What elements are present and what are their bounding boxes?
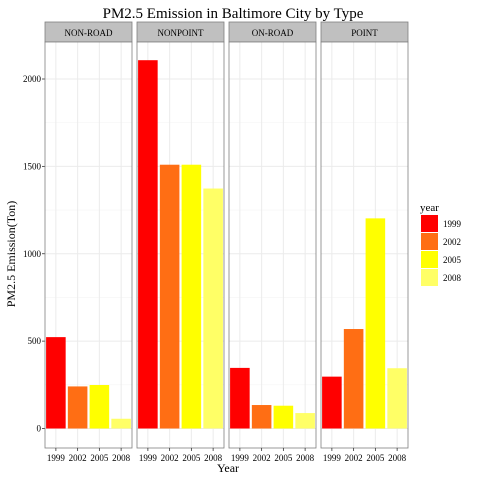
facet-strip-label: NONPOINT xyxy=(158,28,205,38)
legend-label: 2005 xyxy=(443,255,462,265)
legend-label: 1999 xyxy=(443,219,462,229)
x-tick-label: 2008 xyxy=(388,453,407,463)
x-tick-label: 1999 xyxy=(47,453,66,463)
legend-label: 2008 xyxy=(443,273,462,283)
x-axis-label: Year xyxy=(217,461,239,475)
x-tick-label: 2002 xyxy=(253,453,271,463)
facet-panel-on-road: ON-ROAD 1999 2002 2005 2008 xyxy=(228,21,317,463)
legend-key-2005 xyxy=(421,251,438,268)
y-tick-label: 1000 xyxy=(23,249,42,259)
panel-border xyxy=(228,41,317,449)
x-tick-label: 2005 xyxy=(182,453,201,463)
bar-non-road-1999 xyxy=(46,337,66,429)
x-tick-label: 2002 xyxy=(69,453,87,463)
facet-strip-label: ON-ROAD xyxy=(252,28,294,38)
x-tick-label: 1999 xyxy=(139,453,158,463)
facet-panel-nonpoint: NONPOINT 1999 2002 2005 2008 xyxy=(136,21,225,463)
bar-nonpoint-1999 xyxy=(138,60,158,429)
y-tick-label: 0 xyxy=(37,424,42,434)
panel-border xyxy=(320,41,409,449)
bar-point-2002 xyxy=(343,329,364,429)
bar-nonpoint-2008 xyxy=(203,188,223,429)
y-tick-label: 500 xyxy=(28,336,42,346)
legend: year 1999 2002 2005 2008 xyxy=(420,202,462,286)
facet-panel-point: POINT 1999 2002 2005 2008 xyxy=(320,21,409,463)
bar-point-1999 xyxy=(322,376,342,429)
bar-non-road-2005 xyxy=(89,385,110,429)
legend-key-2002 xyxy=(421,233,438,250)
x-tick-label: 2005 xyxy=(274,453,293,463)
bar-point-2005 xyxy=(365,218,386,429)
x-tick-label: 2008 xyxy=(296,453,315,463)
bar-nonpoint-2002 xyxy=(159,164,180,429)
x-tick-label: 2008 xyxy=(112,453,131,463)
x-tick-label: 1999 xyxy=(231,453,250,463)
x-tick-label: 2005 xyxy=(90,453,109,463)
x-tick-label: 2002 xyxy=(345,453,363,463)
legend-label: 2002 xyxy=(443,237,461,247)
y-tick-label: 1500 xyxy=(23,161,42,171)
bar-nonpoint-2005 xyxy=(181,164,202,429)
facet-strip-label: NON-ROAD xyxy=(65,28,113,38)
panel-border xyxy=(44,41,133,449)
y-tick-label: 2000 xyxy=(23,74,42,84)
bar-non-road-2002 xyxy=(67,386,88,429)
x-tick-label: 2005 xyxy=(366,453,385,463)
bar-on-road-2002 xyxy=(251,405,272,429)
bar-on-road-1999 xyxy=(230,367,250,429)
y-axis-label: PM2.5 Emission(Ton) xyxy=(4,201,18,308)
chart-title: PM2.5 Emission in Baltimore City by Type xyxy=(103,6,364,22)
x-tick-label: 2002 xyxy=(161,453,179,463)
legend-title: year xyxy=(420,202,439,214)
legend-key-1999 xyxy=(421,215,438,232)
bar-on-road-2008 xyxy=(295,413,315,429)
facet-strip-label: POINT xyxy=(351,28,378,38)
facet-panel-non-road: NON-ROAD 1999 2002 2005 2008 xyxy=(44,21,133,463)
legend-key-2008 xyxy=(421,269,438,286)
panel-border xyxy=(136,41,225,449)
x-tick-label: 2008 xyxy=(204,453,223,463)
bar-on-road-2005 xyxy=(273,405,294,429)
x-tick-label: 1999 xyxy=(323,453,342,463)
bar-point-2008 xyxy=(387,368,407,429)
bar-non-road-2008 xyxy=(111,418,131,429)
